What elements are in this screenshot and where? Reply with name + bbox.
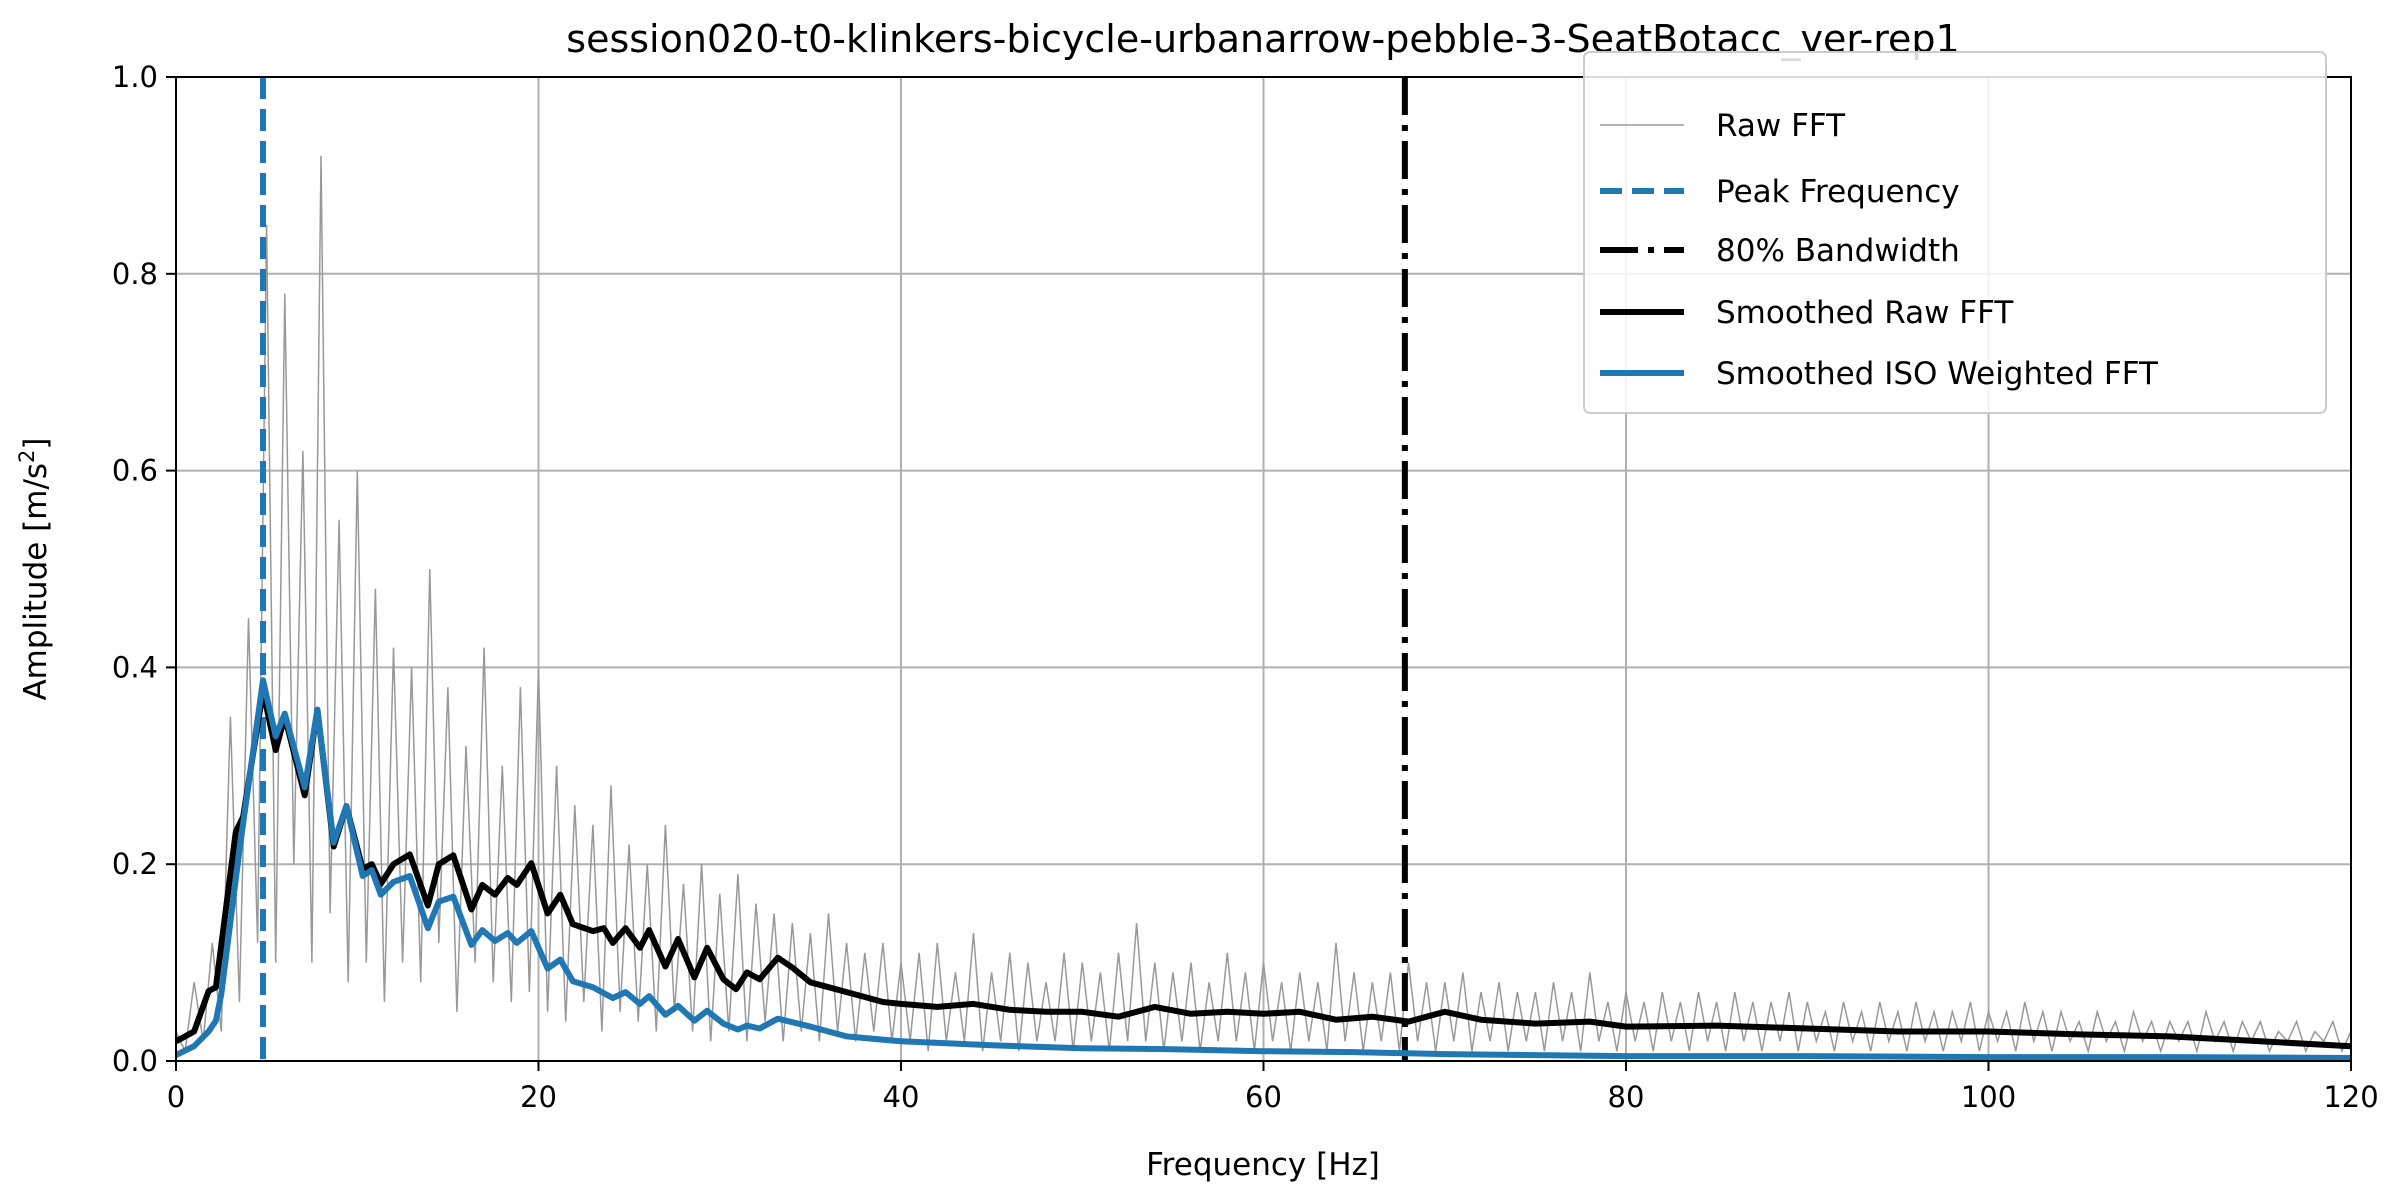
x-tick-label: 120 [2323,1080,2378,1114]
y-tick-label: 0.2 [112,847,158,881]
legend: Raw FFT Peak Frequency 80% Bandwidth Smo… [1583,51,2327,414]
smoothed-iso-weighted-fft-line [174,677,2352,1061]
x-tick-label: 80 [1608,1080,1645,1114]
x-tick-label: 0 [167,1080,185,1114]
x-axis-label: Frequency [Hz] [1146,1147,1380,1183]
y-axis-label-end: ] [18,437,54,449]
y-tick-label: 1.0 [112,60,158,94]
legend-label-peak-frequency: Peak Frequency [1716,174,1960,210]
legend-label-raw-fft: Raw FFT [1716,108,1846,144]
x-tick-label: 60 [1245,1080,1282,1114]
x-tick-label: 40 [883,1080,920,1114]
y-tick-label: 0.4 [112,650,158,684]
legend-box [1583,51,2327,414]
legend-label-smoothed-raw: Smoothed Raw FFT [1716,295,2014,331]
y-axis-label-main: Amplitude [m/s [18,463,54,701]
x-tick-label: 20 [520,1080,557,1114]
y-tick-label: 0.6 [112,454,158,488]
raw-fft-line [175,155,2352,1055]
legend-label-smoothed-iso: Smoothed ISO Weighted FFT [1716,356,2159,392]
y-axis-label: Amplitude [m/s2] [15,437,54,700]
legend-label-bandwidth: 80% Bandwidth [1716,233,1960,269]
series-layer [174,77,2352,1061]
ticks: 0 20 40 60 80 100 120 0.0 0.2 0.4 0.6 0.8 1.0 [112,60,2379,1114]
y-tick-label: 0.0 [112,1044,158,1078]
x-tick-label: 100 [1961,1080,2016,1114]
y-tick-label: 0.8 [112,257,158,291]
y-axis-label-sup: 2 [15,450,39,463]
